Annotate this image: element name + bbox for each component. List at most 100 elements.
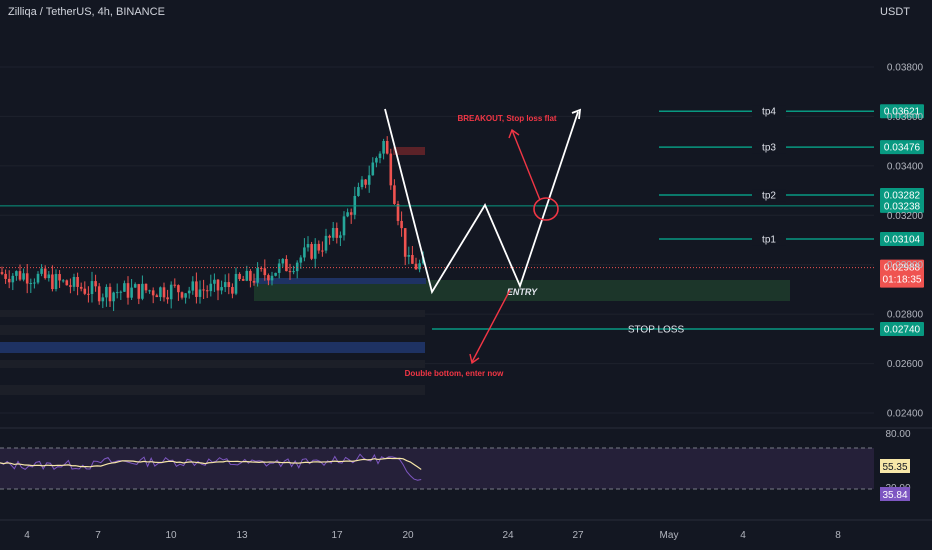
candle [209,283,213,292]
projected-path-line [384,108,579,295]
candle [65,280,69,286]
breakout-arrow [511,129,541,201]
candle [137,284,141,299]
price-tick: 0.03800 [887,63,924,74]
candle [396,203,400,221]
candle [371,162,375,176]
candle [69,285,72,287]
price-pill [880,232,924,247]
candle [313,243,317,259]
candle [54,274,58,290]
candle [169,284,173,300]
candle [231,287,234,294]
candle [123,283,126,292]
candle [270,275,274,281]
candle [267,275,270,281]
rsi-band [0,448,874,489]
candle [202,289,205,291]
candle [378,153,382,159]
price-pill-text: 0.03238 [884,201,921,212]
candle [249,270,252,281]
path-arrowhead [571,108,582,120]
candle [148,290,151,292]
candle [213,279,216,284]
candle [33,282,36,284]
candle [303,247,306,258]
candle [7,278,11,283]
candle [76,276,79,287]
candle [79,286,83,289]
candle [295,262,299,272]
price-tick: 0.03200 [887,211,924,222]
rsi-level-80: 80.00 [885,429,910,440]
candle [288,271,292,273]
rsi-ma-value: 55.35 [882,462,907,473]
rsi-ma-line [0,457,422,470]
candle [83,288,87,294]
price-pill-text: 0.03282 [884,191,921,202]
candle [277,263,281,273]
current-price-pill [880,259,924,288]
candle [18,271,22,280]
grey-zone [0,385,425,395]
candle [220,287,223,291]
rsi-value: 35.84 [882,490,907,501]
candle [331,228,335,238]
candle [393,185,396,204]
breakout-annotation: BREAKOUT, Stop loss flat [457,114,556,123]
candle [40,268,43,274]
grey-zone [0,325,425,335]
price-tick: 0.02400 [887,409,924,420]
candle [198,289,202,297]
candle [119,291,123,293]
candle [133,284,137,288]
candle [342,216,346,236]
candle [184,293,187,298]
candle [155,295,159,298]
candle [263,268,267,276]
price-axis: 0.03800 0.03600 0.03400 0.03200 0.03000 0.028… [887,63,924,420]
candle [141,283,144,299]
candle [15,271,18,276]
candle [11,275,15,283]
candle [223,282,227,288]
time-tick: 13 [236,530,248,541]
time-tick: 8 [835,530,841,541]
price-pill-text: 0.03621 [884,107,921,118]
candle [238,273,241,280]
price-tick: 0.03600 [887,112,924,123]
candle [191,281,195,291]
time-tick: 10 [165,530,177,541]
breakout-arrowhead [508,128,520,139]
level-label-bg [752,141,786,154]
candle [195,281,198,297]
time-tick: 17 [331,530,343,541]
candle [216,279,220,291]
price-pill [880,321,924,336]
price-pill [880,140,924,155]
candle [4,273,7,279]
candle [339,235,342,238]
double-bottom-arrowhead [469,353,480,365]
candle [94,281,97,287]
candle [234,273,238,294]
price-pill [880,198,924,213]
level-label-bg [752,105,786,118]
price-tick: 0.02800 [887,310,924,321]
double-bottom-arrow [471,289,511,363]
candle [241,279,245,281]
candle [187,290,191,294]
candle [252,280,256,283]
red-zone [393,147,425,155]
candle [115,292,119,294]
candle [90,281,94,295]
time-tick: May [660,530,679,541]
candle [403,228,407,257]
candle [108,286,112,302]
time-tick: 7 [95,530,101,541]
candle [227,282,231,288]
candle [292,271,295,273]
time-tick: 24 [502,530,514,541]
